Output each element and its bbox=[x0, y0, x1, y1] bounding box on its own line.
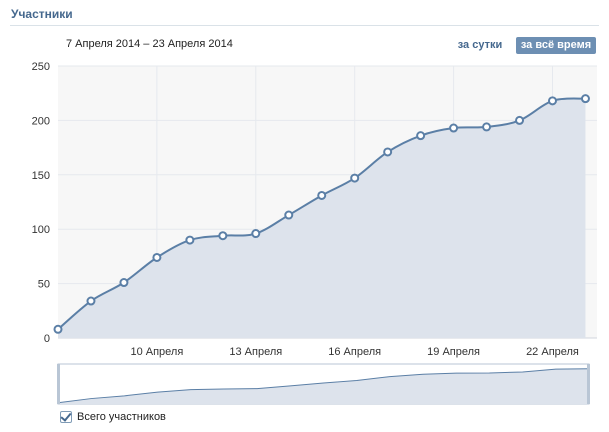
x-tick-label: 22 Апреля bbox=[526, 346, 579, 358]
x-axis: 10 Апреля 13 Апреля 16 Апреля 19 Апреля 22 А… bbox=[58, 337, 597, 358]
data-point[interactable] bbox=[515, 115, 525, 125]
data-point[interactable] bbox=[251, 229, 261, 239]
section-title: Участники bbox=[11, 7, 73, 21]
data-point[interactable] bbox=[449, 123, 459, 133]
data-point[interactable] bbox=[416, 131, 426, 141]
data-point[interactable] bbox=[284, 210, 294, 220]
data-points bbox=[53, 94, 590, 334]
data-point[interactable] bbox=[350, 173, 360, 183]
date-range-label: 7 Апреля 2014 – 23 Апреля 2014 bbox=[66, 38, 233, 50]
data-point[interactable] bbox=[218, 231, 228, 241]
data-point[interactable] bbox=[482, 122, 492, 132]
legend-checkbox[interactable] bbox=[60, 410, 72, 423]
legend-label: Всего участников bbox=[77, 411, 166, 423]
y-tick-label: 100 bbox=[32, 224, 50, 236]
data-point[interactable] bbox=[317, 190, 327, 200]
data-point[interactable] bbox=[547, 96, 557, 106]
y-tick-label: 0 bbox=[44, 333, 50, 345]
data-point[interactable] bbox=[119, 278, 129, 288]
data-point[interactable] bbox=[383, 147, 393, 157]
data-point[interactable] bbox=[86, 296, 96, 306]
data-point[interactable] bbox=[580, 94, 590, 104]
checkmark-icon bbox=[60, 410, 72, 422]
x-tick-label: 10 Апреля bbox=[130, 346, 183, 358]
tab-per-day[interactable]: за сутки bbox=[457, 39, 503, 51]
data-point[interactable] bbox=[185, 235, 195, 245]
x-tick-label: 13 Апреля bbox=[229, 346, 282, 358]
y-tick-label: 250 bbox=[32, 61, 50, 73]
y-tick-label: 150 bbox=[32, 170, 50, 182]
data-point[interactable] bbox=[152, 252, 162, 262]
y-tick-label: 200 bbox=[32, 115, 50, 127]
navigator-left-handle[interactable] bbox=[57, 364, 60, 404]
navigator-line bbox=[57, 368, 590, 404]
area-fill bbox=[58, 98, 586, 339]
tab-all-time[interactable]: за всё время bbox=[516, 37, 596, 54]
legend[interactable]: Всего участников bbox=[60, 410, 166, 423]
x-tick-label: 19 Апреля bbox=[427, 346, 480, 358]
navigator-right-handle[interactable] bbox=[587, 364, 590, 404]
y-axis: 0 50 100 150 200 250 bbox=[32, 61, 50, 345]
title-divider bbox=[10, 25, 599, 26]
x-tick-label: 16 Апреля bbox=[328, 346, 381, 358]
y-tick-label: 50 bbox=[38, 279, 50, 291]
data-point[interactable] bbox=[53, 324, 63, 334]
range-navigator[interactable] bbox=[57, 363, 590, 405]
navigator-area bbox=[58, 368, 589, 404]
